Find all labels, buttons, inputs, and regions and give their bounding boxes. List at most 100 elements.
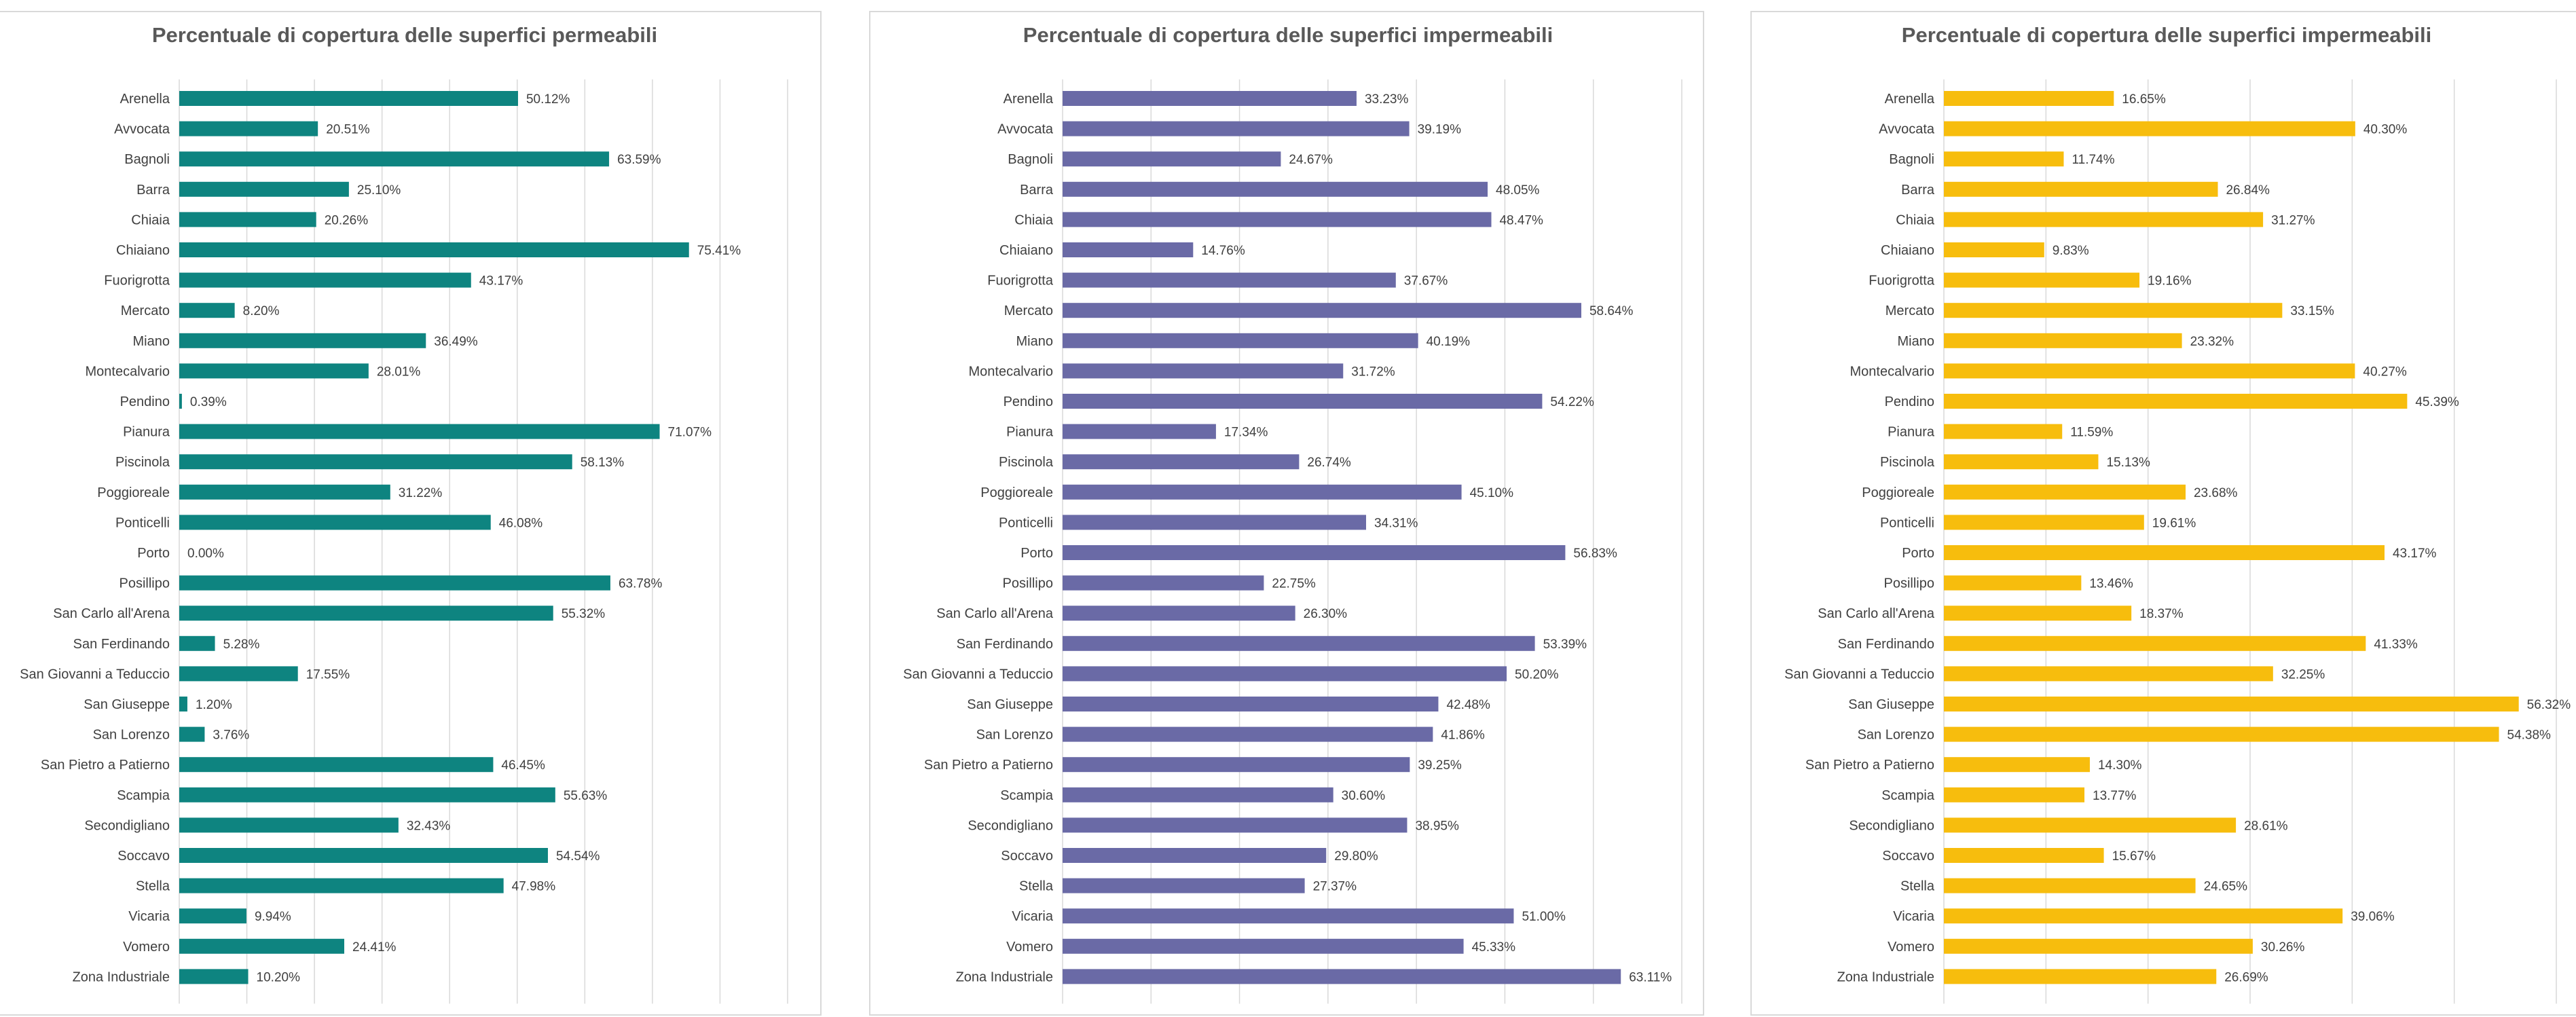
category-label: Bagnoli [1008,152,1053,167]
bar [1944,817,2237,833]
data-label: 55.63% [564,789,608,803]
data-label: 34.31% [1374,516,1418,530]
category-label: Montecalvario [1850,364,1934,379]
data-label: 31.72% [1351,365,1395,379]
chart-panel-impermeabili: Percentuale di copertura delle superfici… [869,11,1704,1016]
data-label: 47.98% [512,880,556,894]
bar [1063,424,1216,439]
category-label: Montecalvario [85,364,170,379]
bar [1944,726,2499,742]
data-label: 9.94% [255,910,291,924]
data-label: 46.08% [499,516,543,530]
bar [1063,121,1410,136]
data-label: 43.17% [2393,547,2437,561]
data-label: 26.74% [1307,456,1351,470]
data-label: 36.49% [434,335,478,349]
data-label: 17.55% [306,667,350,682]
bar [1063,394,1543,409]
bar [1944,757,2090,773]
category-label: Barra [136,183,170,198]
data-label: 29.80% [1334,849,1378,864]
category-label: Porto [1902,546,1934,561]
data-label: 54.22% [1550,395,1594,409]
bar [179,333,426,348]
data-label: 48.47% [1499,213,1543,227]
bar [1944,363,2355,379]
category-label: Pianura [1888,425,1935,440]
data-label: 13.77% [2093,789,2137,803]
bar [1063,878,1305,893]
category-label: Pianura [1006,425,1054,440]
bar [179,757,494,773]
bar [1063,363,1344,379]
category-label: Soccavo [1001,849,1053,864]
category-label: Barra [1901,183,1935,198]
data-label: 26.69% [2224,970,2268,984]
data-label: 15.67% [2112,849,2156,864]
category-label: San Giovanni a Teduccio [903,667,1053,682]
data-label: 45.10% [1470,486,1514,500]
data-label: 58.13% [581,456,625,470]
chart-title: Percentuale di copertura delle superfici… [152,23,657,47]
bar [179,151,610,167]
data-label: 19.16% [2148,274,2192,289]
data-label: 45.33% [1472,940,1516,955]
category-label: Ponticelli [1880,515,1934,530]
category-label: Chiaiano [1881,243,1934,258]
data-label: 41.86% [1441,728,1485,743]
data-label: 3.76% [213,728,249,743]
data-label: 63.78% [619,577,663,591]
data-label: 53.39% [1543,637,1587,652]
bar [179,454,572,470]
data-label: 26.84% [2226,183,2270,198]
data-label: 54.54% [556,849,600,864]
bar [1063,454,1300,470]
data-label: 24.41% [352,940,397,955]
category-label: Secondigliano [1849,818,1934,833]
category-label: Fuorigrotta [1869,274,1935,289]
bar [1063,726,1433,742]
bar [1944,333,2182,348]
category-label: Pendino [120,394,170,409]
bar [1063,969,1621,984]
data-label: 15.13% [2106,456,2150,470]
data-label: 58.64% [1589,304,1634,318]
bar [1944,878,2196,893]
category-label: San Ferdinando [1838,637,1934,652]
data-label: 19.61% [2152,516,2196,530]
category-label: Mercato [1885,303,1934,318]
bar [179,272,471,288]
category-label: San Lorenzo [1858,728,1934,743]
bar [179,666,298,682]
category-label: Zona Industriale [956,969,1053,984]
data-label: 1.20% [196,698,232,712]
category-label: Miano [1016,334,1053,349]
category-label: Pianura [123,425,170,440]
data-label: 28.01% [377,365,421,379]
data-label: 45.39% [2415,395,2459,409]
category-label: Scampia [1000,788,1054,803]
category-label: Posillipo [1884,576,1934,591]
bar [1944,181,2218,197]
category-label: San Giovanni a Teduccio [1784,667,1934,682]
bar [1944,545,2385,560]
bar [179,303,235,318]
bar [1063,606,1295,621]
category-label: Vomero [1888,940,1934,955]
category-label: San Carlo all'Arena [1818,606,1935,621]
category-label: Soccavo [1882,849,1934,864]
data-label: 32.25% [2281,667,2325,682]
data-label: 32.43% [407,819,451,833]
data-label: 30.60% [1342,789,1386,803]
data-label: 26.30% [1304,607,1348,621]
bar [179,697,187,711]
category-label: Mercato [121,303,170,318]
bar [1063,333,1418,348]
bar [179,515,491,530]
category-label: San Pietro a Patierno [1805,758,1934,773]
data-label: 50.20% [1515,667,1559,682]
category-label: San Pietro a Patierno [924,758,1053,773]
category-label: Secondigliano [968,818,1053,833]
bar [1944,969,2217,984]
data-label: 20.26% [325,213,369,227]
